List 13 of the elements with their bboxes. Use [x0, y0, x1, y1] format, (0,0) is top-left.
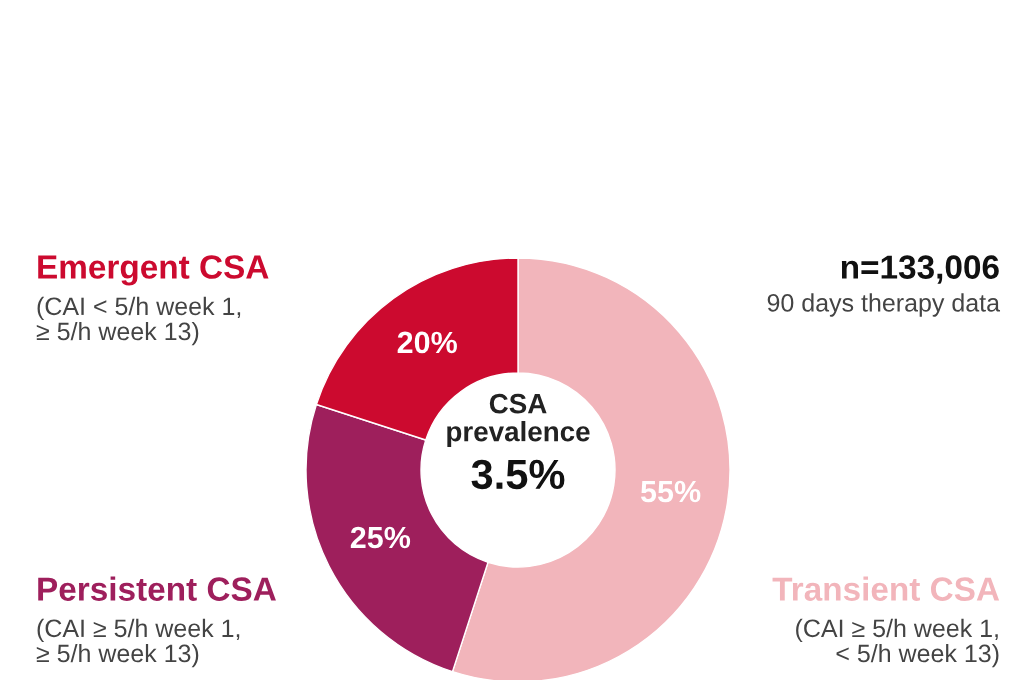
text: CSA prevalence — [447, 393, 590, 447]
text: (CAI ≥ 5/h week 1, ≥ 5/h week 13) — [36, 618, 240, 668]
slice-label: Transient CSA — [772, 576, 1000, 601]
data-label: 25% — [350, 526, 411, 549]
text: (CAI < 5/h week 1, ≥ 5/h week 13) — [36, 296, 241, 346]
data-label: 20% — [397, 331, 457, 354]
slice-label: Persistent CSA — [38, 576, 276, 601]
text: 3.5% — [471, 459, 565, 490]
slice-label: Emergent CSA — [38, 255, 269, 286]
text: n=133,006 — [841, 255, 999, 284]
text: 90 days therapy data — [767, 293, 1001, 317]
text: (CAI ≥ 5/h week 1, < 5/h week 13) — [796, 618, 999, 668]
data-label: 55% — [640, 480, 701, 503]
